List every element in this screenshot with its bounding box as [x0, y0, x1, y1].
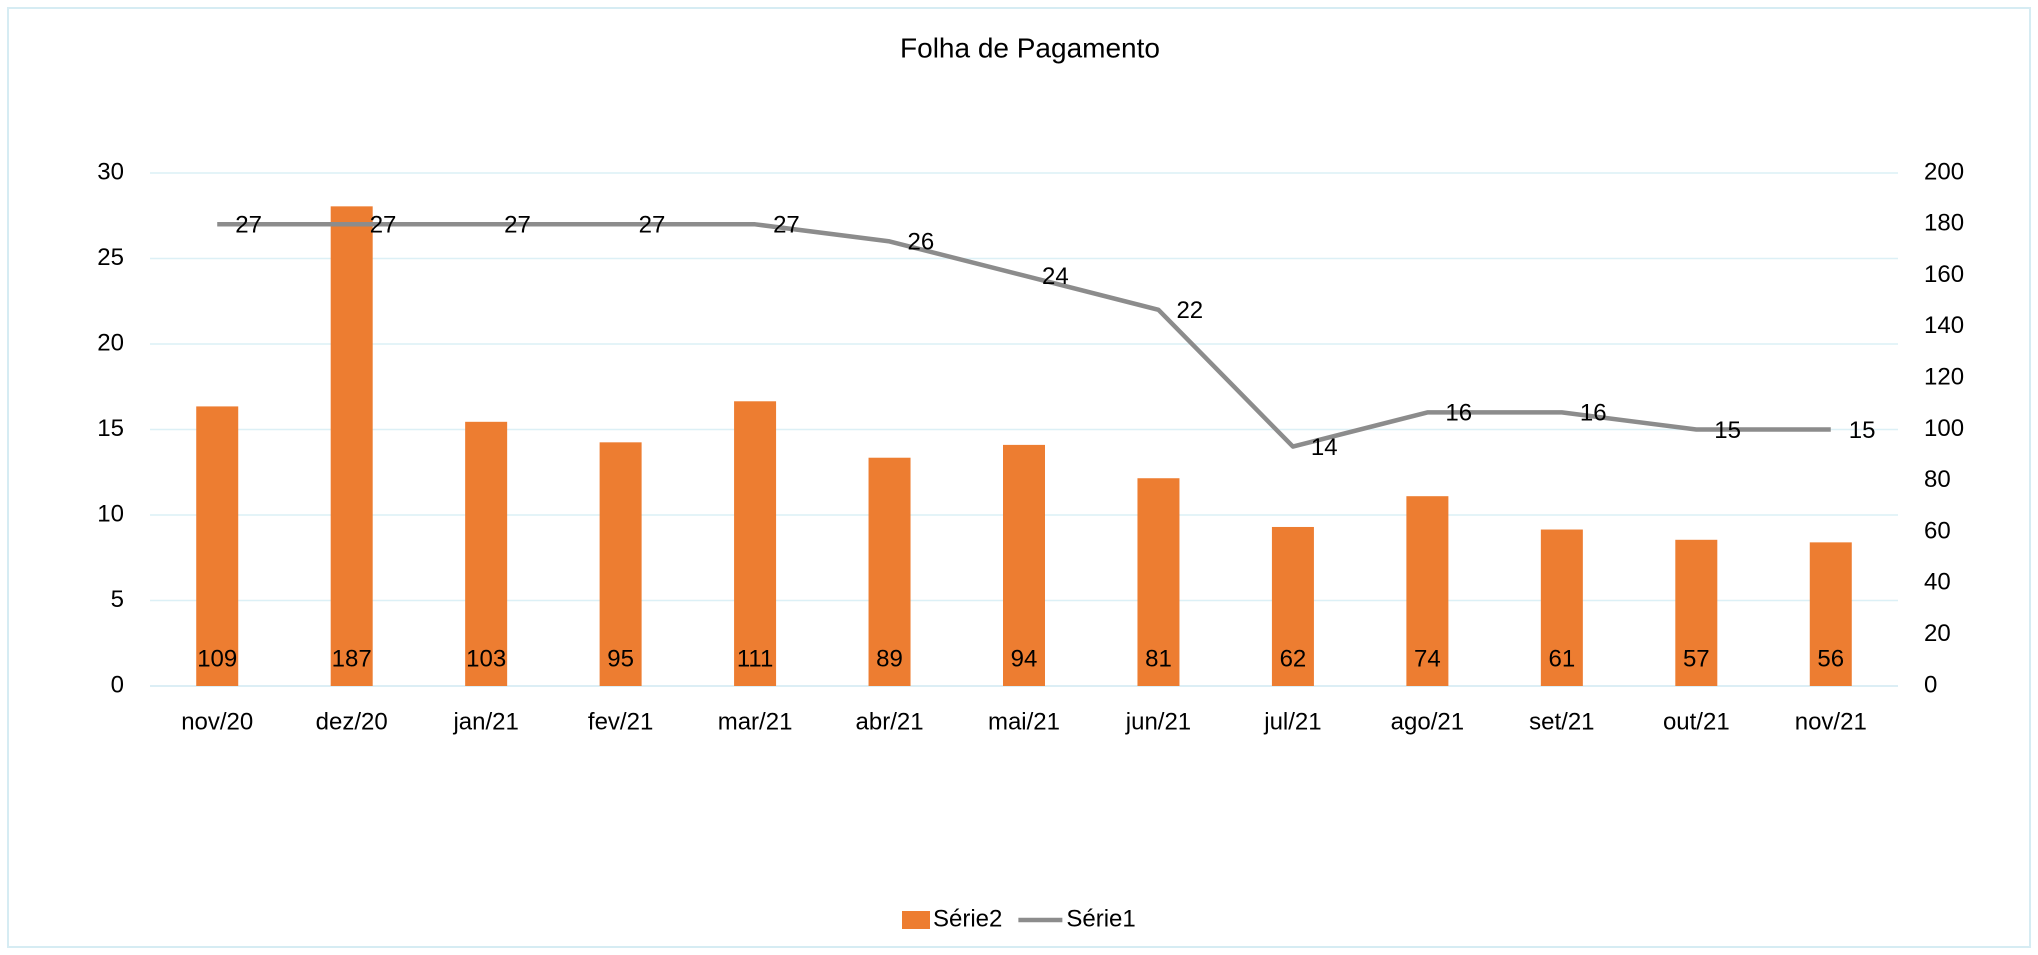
y-tick-label: 20 — [97, 329, 124, 356]
chart-title: Folha de Pagamento — [900, 32, 1160, 63]
x-tick-label: set/21 — [1529, 708, 1594, 735]
x-tick-label: nov/20 — [181, 708, 253, 735]
data-label: 22 — [1176, 297, 1203, 324]
data-label: 14 — [1311, 434, 1338, 461]
legend-swatch — [902, 911, 930, 929]
data-label: 15 — [1714, 417, 1741, 444]
bar — [465, 421, 508, 686]
y-tick-label: 5 — [111, 586, 124, 613]
x-tick-label: nov/21 — [1795, 708, 1867, 735]
x-tick-label: out/21 — [1663, 708, 1730, 735]
y-tick-label: 10 — [97, 500, 124, 527]
x-tick-label: mai/21 — [988, 708, 1060, 735]
y-tick-label: 30 — [97, 158, 124, 185]
data-label: 27 — [773, 212, 800, 239]
data-label: 111 — [737, 645, 773, 672]
data-label: 15 — [1849, 417, 1876, 444]
y2-tick-label: 140 — [1924, 312, 1964, 339]
bar — [599, 442, 642, 686]
y2-tick-label: 120 — [1924, 364, 1964, 391]
y-tick-label: 15 — [97, 415, 124, 442]
bar — [1003, 444, 1045, 686]
y2-tick-label: 180 — [1924, 210, 1964, 237]
bar — [196, 406, 239, 686]
y2-tick-label: 0 — [1924, 671, 1937, 698]
y-tick-label: 25 — [97, 244, 124, 271]
bar — [1675, 539, 1718, 686]
y2-tick-label: 160 — [1924, 261, 1964, 288]
y2-tick-label: 60 — [1924, 517, 1951, 544]
data-label: 27 — [639, 212, 666, 239]
y2-tick-label: 80 — [1924, 466, 1951, 493]
data-label: 27 — [235, 212, 262, 239]
data-label: 89 — [876, 645, 903, 672]
data-label: 56 — [1817, 645, 1844, 672]
x-tick-label: jan/21 — [452, 708, 518, 735]
bar — [1137, 478, 1180, 686]
bar — [868, 457, 911, 686]
x-tick-label: jun/21 — [1125, 708, 1191, 735]
x-tick-label: abr/21 — [856, 708, 924, 735]
bar — [330, 206, 373, 686]
data-label: 27 — [504, 212, 531, 239]
bar — [1406, 496, 1449, 686]
y2-tick-label: 20 — [1924, 620, 1951, 647]
y2-tick-label: 200 — [1924, 158, 1964, 185]
data-label: 16 — [1580, 400, 1607, 427]
data-label: 62 — [1280, 645, 1307, 672]
data-label: 24 — [1042, 263, 1069, 290]
bar — [1271, 526, 1314, 686]
data-label: 61 — [1548, 645, 1575, 672]
x-tick-label: fev/21 — [588, 708, 653, 735]
x-tick-label: ago/21 — [1391, 708, 1464, 735]
x-tick-label: dez/20 — [316, 708, 388, 735]
y2-tick-label: 100 — [1924, 415, 1964, 442]
data-label: 109 — [197, 645, 237, 672]
data-label: 57 — [1683, 645, 1710, 672]
bar — [734, 401, 777, 686]
legend-label: Série2 — [933, 905, 1002, 932]
x-tick-label: jul/21 — [1263, 708, 1321, 735]
y-tick-label: 0 — [111, 671, 124, 698]
line — [217, 222, 1831, 449]
x-tick-label: mar/21 — [718, 708, 793, 735]
data-label: 94 — [1011, 645, 1038, 672]
legend-label: Série1 — [1066, 905, 1135, 932]
data-label: 27 — [370, 212, 397, 239]
bar — [1540, 529, 1583, 686]
data-label: 16 — [1445, 400, 1472, 427]
data-label: 81 — [1145, 645, 1172, 672]
data-label: 103 — [466, 645, 506, 672]
bar — [1809, 542, 1852, 686]
data-label: 95 — [607, 645, 634, 672]
y2-tick-label: 40 — [1924, 569, 1951, 596]
data-label: 187 — [332, 645, 372, 672]
data-label: 26 — [908, 229, 935, 256]
data-label: 74 — [1414, 645, 1441, 672]
